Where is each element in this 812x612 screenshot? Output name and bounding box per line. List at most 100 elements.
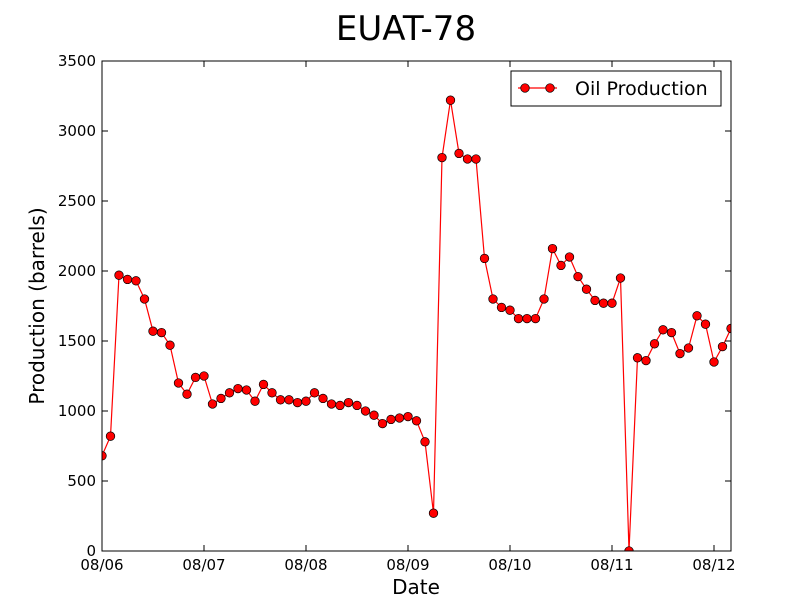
x-tick-label: 08/12 [692,556,735,574]
data-point [105,431,116,441]
y-axis-title: Production (barrels) [25,207,49,404]
data-point [173,378,184,388]
data-point [496,302,507,313]
data-point [199,371,209,381]
data-point [165,340,175,350]
y-axis: 0 500 1000 1500 2000 2500 3000 3500 [58,52,731,560]
data-point [352,400,362,411]
x-tick-label: 08/07 [182,556,225,574]
data-point [102,451,107,461]
data-point [309,388,320,398]
series-group [102,95,731,551]
data-point [479,253,490,264]
data-point [233,383,243,394]
data-point [335,400,345,411]
legend-label: Oil Production [575,78,708,100]
data-point [122,274,133,285]
x-tick-label: 08/08 [284,556,327,574]
data-point [539,294,549,304]
data-point [131,276,141,286]
data-point [547,243,558,254]
y-tick-label: 3000 [58,122,96,140]
data-point [343,397,354,408]
data-point [377,418,388,429]
y-tick-label: 1000 [58,402,96,420]
data-point [726,323,731,334]
x-tick-label: 08/11 [590,556,633,574]
y-tick-label: 500 [67,472,96,490]
data-point [675,348,685,359]
data-point [683,343,694,353]
data-point [454,148,464,159]
data-point [216,393,226,404]
data-point [318,393,328,404]
data-point [607,298,617,308]
data-point [717,341,728,352]
data-point [590,295,600,306]
data-point [114,270,124,280]
data-point [505,305,515,315]
data-point [326,399,337,409]
data-point [700,319,711,329]
data-point [428,508,439,518]
data-point [369,410,379,420]
legend-marker-sample [545,83,555,93]
data-point [190,372,201,383]
data-point [445,95,456,105]
data-point [224,388,235,398]
data-point [573,271,583,282]
data-point [156,327,167,338]
data-point [275,395,286,405]
y-tick-label: 2000 [58,262,96,280]
data-point [207,399,218,409]
y-tick-label: 1500 [58,332,96,350]
data-point [488,294,498,304]
data-point [641,355,651,366]
y-tick-label: 0 [86,542,96,560]
data-point [624,546,634,551]
x-tick-label: 08/06 [80,556,123,574]
data-point [709,357,719,367]
data-point [241,385,252,395]
data-point [530,313,541,324]
data-point [649,339,660,349]
data-point [632,353,643,363]
data-point [258,379,269,390]
data-point [292,397,303,408]
y-tick-label: 3500 [58,52,96,70]
data-point [386,414,396,425]
x-tick-label: 08/10 [488,556,531,574]
y-tick-label: 2500 [58,192,96,210]
x-axis: 08/06 08/07 08/08 08/09 08/10 08/11 08/12 [80,61,736,574]
data-point [420,437,430,447]
x-tick-label: 08/09 [386,556,429,574]
chart-title: EUAT-78 [336,9,476,49]
data-point [437,152,447,163]
legend: Oil Production [510,70,722,107]
data-point [284,395,294,405]
plot-frame [101,60,732,552]
data-point [411,416,422,426]
data-point [598,298,609,308]
data-point [394,413,405,423]
x-axis-title: Date [392,575,440,599]
legend-marker-sample [520,83,530,93]
data-point [581,284,592,294]
data-layer [102,95,731,551]
data-point [615,273,626,283]
data-point [513,313,524,324]
data-point [692,311,702,321]
plot-area [102,61,731,551]
data-point [182,389,192,399]
data-point [360,406,371,416]
data-point [148,326,158,336]
data-point [250,396,260,406]
data-point [403,411,413,422]
data-point [658,325,668,335]
data-point [556,260,566,271]
data-point [301,396,311,406]
data-point [462,154,473,164]
data-point [267,388,277,398]
data-point [666,327,677,338]
